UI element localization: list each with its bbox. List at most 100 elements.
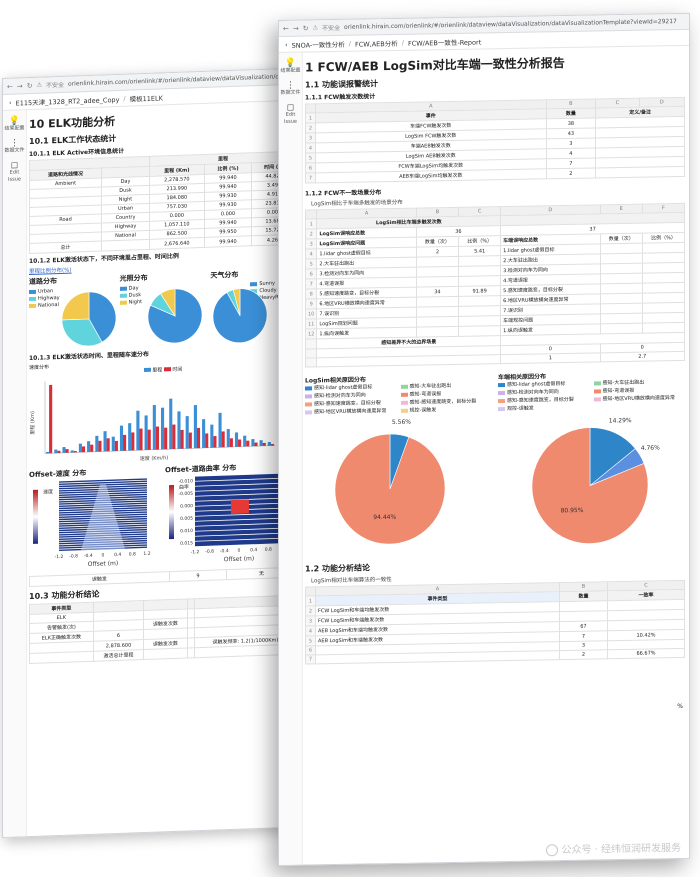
back-arrow-icon[interactable]: ← <box>7 82 13 91</box>
bar-mileage <box>111 436 115 452</box>
bar-time <box>164 427 168 450</box>
logsim-reason-legend: 感知-lidar ghost虚假目标 感知-大车驻出跑出 感知-检测对向车为同向 感知… <box>305 381 492 415</box>
forward-arrow-icon[interactable]: → <box>16 81 23 90</box>
pie-label: 4.76% <box>641 445 660 452</box>
inconsistency-body: 4 1.lidar ghost虚假目标 2 5.41 1.lidar ghost虚假目标… <box>305 242 685 340</box>
bar-mileage <box>136 410 140 451</box>
pie-slice[interactable] <box>159 288 175 317</box>
speed-bar-chart: 里程 (Km) 速度 (Km/h) <box>29 381 275 462</box>
x-tick-label: -0.8 <box>69 553 78 559</box>
table-cell: 99.940 <box>204 235 252 248</box>
back-arrow-icon[interactable]: ← <box>283 24 289 33</box>
sidebar-item-edit-issue[interactable]: ◻ Edit Issue <box>3 154 26 184</box>
bar-mileage <box>161 407 165 450</box>
x-tick-label: 0.4 <box>114 552 121 558</box>
back-chevron-icon[interactable]: ‹ <box>285 40 288 49</box>
breadcrumb-item: 模板11ELK <box>129 93 163 104</box>
pie-slice[interactable] <box>88 291 117 343</box>
x-tick-label: -1.2 <box>55 554 64 560</box>
bar-time <box>254 442 258 447</box>
back-window: ← → ↻ ⚠ 不安全 orienlink.hirain.com/orienli… <box>2 67 302 839</box>
pie-slice[interactable] <box>61 318 103 347</box>
left-toolbar: 💡 结果配置 ⋮ 数据文件 ◻ Edit Issue <box>279 52 303 865</box>
sidebar-item-result-config[interactable]: 💡 结果配置 <box>280 58 301 74</box>
heatmap-stripe <box>195 482 283 487</box>
pie-slice[interactable] <box>61 291 90 321</box>
y-tick-label: 0.015 <box>180 540 193 546</box>
table-cell <box>187 608 195 619</box>
bar-time <box>123 434 127 451</box>
logsim-reason-panel: LogSim相关原因分布 感知-lidar ghost虚假目标 感知-大车驻出跑出… <box>305 372 492 559</box>
sidebar-item-data-files[interactable]: ⋮ 数据文件 <box>4 138 25 154</box>
breadcrumb-item[interactable]: SNOA-一致性分析 <box>291 40 345 50</box>
x-tick-label: -0.4 <box>84 553 93 559</box>
x-axis-label: Offset (m) <box>88 560 118 568</box>
heatmap-stripe <box>195 487 283 492</box>
heatmap-stripe <box>195 537 283 542</box>
front-window: ← → ↻ ⚠ 不安全 orienlink.hirain.com/orienli… <box>278 12 690 866</box>
light-pie-chart <box>147 288 202 344</box>
bar-mileage <box>78 443 82 453</box>
offset-curvature-panel: Offset-道路曲率 分布 曲率-1.2-0.8-0.400.40.81.2-… <box>165 461 297 572</box>
sidebar-item-data-files[interactable]: ⋮ 数据文件 <box>280 80 301 96</box>
vehicle-reason-legend: 感知-lidar ghost虚假目标 感知-大车驻出跑出 感知-检测对向车为同向 感知… <box>498 378 685 412</box>
reload-icon[interactable]: ↻ <box>302 23 309 33</box>
env-stats-table: 里程 道路和光线情况 里程 (Km) 比例 (%) 时间 (h) Ambient… <box>29 151 297 254</box>
insecure-label: 不安全 <box>322 24 341 33</box>
legend-item[interactable]: 感知-地区VRU横放横向速度异常 <box>593 394 686 403</box>
bar-time <box>57 450 61 454</box>
heatmap-stripe <box>195 527 283 532</box>
bar-time <box>262 442 266 446</box>
pie-row: 道路分布 Urban Highway National 光照分布 Day Dus… <box>29 268 297 351</box>
conclusion-body: 2 FCW LogSim和车端均触发次数 3 FCW LogSim和车端触发次数 4 AE… <box>305 599 685 665</box>
bar-mileage <box>62 447 66 453</box>
pie-label: 80.95% <box>561 507 584 514</box>
bar-time <box>221 431 225 448</box>
url-text[interactable]: orienlink.hirain.com/orienlink/#/orienli… <box>344 18 677 31</box>
heatmap-stripe <box>59 479 147 484</box>
reload-icon[interactable]: ↻ <box>26 81 33 90</box>
forward-arrow-icon[interactable]: → <box>292 24 299 33</box>
wechat-logo-icon <box>546 844 559 857</box>
table-cell: 激活总计里程 <box>93 649 144 662</box>
conclusion-table: 事件类型 ELK 告警触发(次) 误触发次数 ELK正确触发次数 6 2,878.600 误… <box>29 595 297 664</box>
bar-mileage <box>210 424 214 448</box>
bar-time <box>196 427 201 449</box>
sidebar-item-edit-issue[interactable]: ◻ Edit Issue <box>279 97 302 126</box>
heatmap-stripe <box>59 477 147 482</box>
pie-slice[interactable] <box>589 427 636 487</box>
bar-time <box>270 444 274 446</box>
table-cell <box>101 239 150 252</box>
bar-mileage <box>119 425 124 451</box>
bar-mileage <box>169 398 173 450</box>
x-tick-label: 0 <box>238 548 241 554</box>
heatmap-stripe <box>195 492 283 497</box>
x-tick-label: -0.4 <box>220 548 229 554</box>
breadcrumb-item[interactable]: E115天津_1328_RT2_adee_Copy <box>15 95 120 108</box>
env-table-body: Ambient Day 2,278.570 99.940 44.820 Dusk 213.9… <box>29 171 297 254</box>
bar-mileage <box>70 450 74 453</box>
back-chevron-icon[interactable]: ‹ <box>9 98 12 107</box>
bar-time <box>90 444 94 452</box>
insecure-warning-icon: ⚠ <box>36 81 43 89</box>
pie-slice[interactable] <box>334 433 446 545</box>
bar-mileage <box>54 449 58 454</box>
y-tick-label: -0.010 <box>178 478 193 485</box>
bar-time <box>246 440 250 447</box>
fcw-trigger-body: 2 车端FCW触发次数 38 3 LogSim FCW触发次数 43 4 车端AEB触发次数 3… <box>305 116 685 184</box>
pie-slice[interactable] <box>531 427 649 545</box>
conclusion-table: A B C 1 事件类型 数量 一致率 2 FCW LogSim和车端均触发次数 3… <box>305 580 685 665</box>
sidebar-item-result-config[interactable]: 💡 结果配置 <box>4 116 25 132</box>
bar-mileage <box>202 419 206 449</box>
conclusion-table-body: ELK 告警触发(次) 误触发次数 ELK正确触发次数 6 2,878.600 误触发次数误… <box>29 605 297 664</box>
pie-label: 94.44% <box>373 514 396 521</box>
bar-mileage <box>177 411 181 449</box>
pie-slice[interactable] <box>233 288 241 316</box>
table-cell <box>29 651 94 664</box>
bar-time <box>238 439 242 447</box>
x-axis-label: Offset (m) <box>224 555 254 563</box>
breadcrumb-item[interactable]: FCW,AEB分析 <box>354 39 398 49</box>
fcw-trigger-table: A B C D 1 事件 数量 定义/备注 2 车端FCW触发次数 38 3 LogSi… <box>305 97 685 184</box>
table-cell: 1 <box>500 352 600 364</box>
pie-label: 5.56% <box>392 419 411 426</box>
